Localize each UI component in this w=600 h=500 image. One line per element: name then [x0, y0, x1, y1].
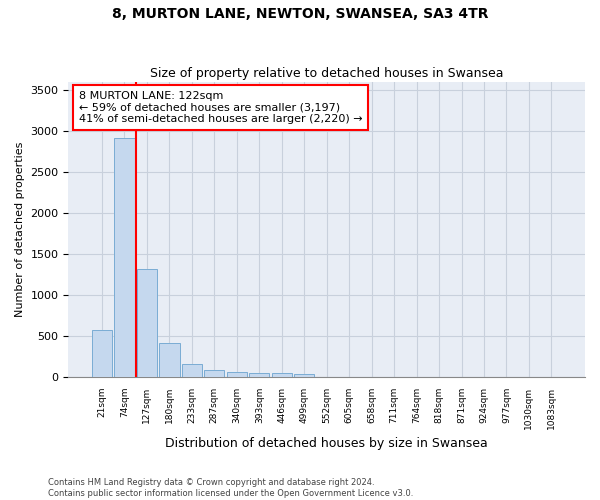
Bar: [249, 372, 269, 377]
Bar: [137, 268, 157, 377]
Bar: [182, 364, 202, 377]
Text: 8 MURTON LANE: 122sqm
← 59% of detached houses are smaller (3,197)
41% of semi-d: 8 MURTON LANE: 122sqm ← 59% of detached …: [79, 91, 362, 124]
Y-axis label: Number of detached properties: Number of detached properties: [15, 142, 25, 317]
Bar: [294, 374, 314, 377]
Text: Contains HM Land Registry data © Crown copyright and database right 2024.
Contai: Contains HM Land Registry data © Crown c…: [48, 478, 413, 498]
X-axis label: Distribution of detached houses by size in Swansea: Distribution of detached houses by size …: [166, 437, 488, 450]
Text: 8, MURTON LANE, NEWTON, SWANSEA, SA3 4TR: 8, MURTON LANE, NEWTON, SWANSEA, SA3 4TR: [112, 8, 488, 22]
Bar: [159, 343, 179, 377]
Bar: [204, 370, 224, 377]
Bar: [272, 373, 292, 377]
Bar: [115, 138, 134, 377]
Bar: [227, 372, 247, 377]
Bar: [92, 330, 112, 377]
Title: Size of property relative to detached houses in Swansea: Size of property relative to detached ho…: [150, 66, 503, 80]
